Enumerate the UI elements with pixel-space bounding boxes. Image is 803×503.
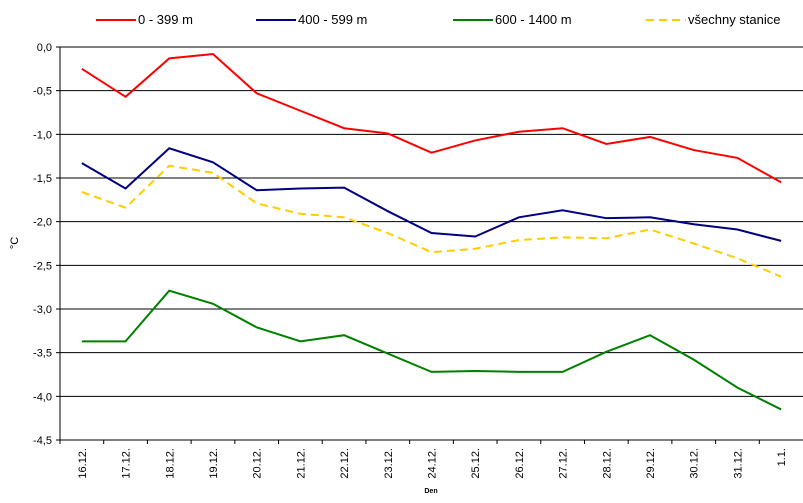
y-tick-label: -2,0 [33,217,52,229]
y-axis-label: °C [9,237,21,249]
x-tick-label: 21.12. [295,448,307,479]
series-line [81,289,782,411]
x-tick-label: 20.12. [252,448,264,479]
x-tick-label: 18.12. [164,448,176,479]
y-tick-label: -1,5 [33,173,52,185]
y-tick-label: -3,5 [33,348,52,360]
x-tick-label: 31.12. [732,448,744,479]
x-tick-label: 28.12. [601,448,613,479]
x-tick-label: 24.12. [427,448,439,479]
x-tick-label: 27.12. [558,448,570,479]
legend-label: 0 - 399 m [138,12,193,27]
x-tick-label: 29.12. [645,448,657,479]
y-tick-label: -2,5 [33,260,52,272]
x-tick-label: 17.12. [121,448,133,479]
series-line [81,147,782,242]
x-axis-label: Den [424,488,437,495]
legend-label: všechny stanice [688,12,781,27]
y-tick-label: -4,0 [33,391,52,403]
x-tick-label: 16.12. [77,448,89,479]
y-tick-label: -0,5 [33,86,52,98]
series-line [81,52,782,184]
x-tick-label: 30.12. [689,448,701,479]
y-tick-label: -4,5 [33,435,52,447]
x-tick-label: 1.1. [776,448,788,466]
legend-label: 400 - 599 m [298,12,367,27]
series-line [81,164,782,278]
x-tick-label: 23.12. [383,448,395,479]
x-tick-label: 25.12. [470,448,482,479]
legend-label: 600 - 1400 m [495,12,572,27]
y-tick-label: -1,0 [33,129,52,141]
x-tick-label: 26.12. [514,448,526,479]
x-tick-label: 22.12. [339,448,351,479]
y-tick-label: -3,0 [33,304,52,316]
y-tick-label: 0,0 [37,42,52,54]
x-tick-label: 19.12. [208,448,220,479]
